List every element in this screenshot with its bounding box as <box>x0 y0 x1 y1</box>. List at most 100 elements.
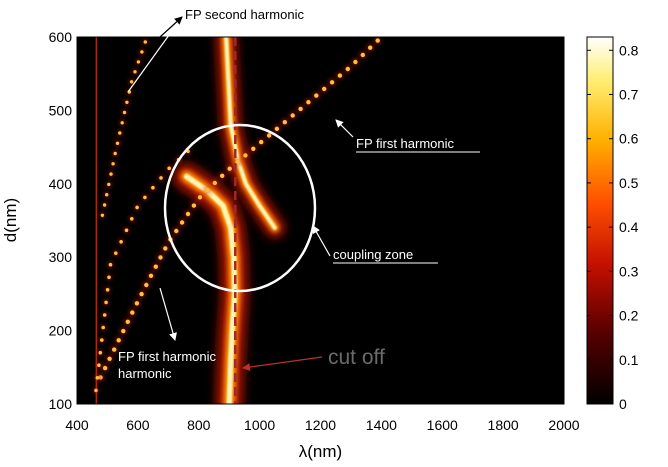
fp-first-harmonic-dot <box>251 146 256 151</box>
x-tick-label: 800 <box>187 417 211 433</box>
fp-first-harmonic-steep-dot <box>108 262 113 267</box>
fp-first-harmonic-dot <box>121 328 126 334</box>
fp-first-harmonic-dot <box>298 106 303 112</box>
x-tick-label: 600 <box>126 417 150 433</box>
fp-first-harmonic-dot <box>197 195 203 200</box>
fp-first-harmonic-dot <box>243 153 248 158</box>
fp-first-harmonic-steep-dot <box>101 325 105 330</box>
y-tick-label: 400 <box>49 176 73 192</box>
fp-first-harmonic-steep-dot <box>98 350 103 355</box>
fp-first-harmonic-dot <box>353 59 358 65</box>
fp-first-harmonic-steep-dot <box>130 217 134 221</box>
colorbar-tick-label: 0.6 <box>619 131 639 147</box>
fp-second-harmonic-dot <box>122 110 127 115</box>
colorbar-tick-label: 0.2 <box>619 308 639 324</box>
fp-first-harmonic-dot <box>259 139 264 145</box>
fp-first-harmonic-dot <box>212 180 217 186</box>
x-tick-label: 1800 <box>488 417 519 433</box>
annotation-arrow-fp-first-right <box>335 119 354 138</box>
fp-first-harmonic-steep-dot <box>94 388 98 393</box>
fp-second-harmonic-dot <box>100 213 105 217</box>
heatmap-layer <box>92 37 382 404</box>
fp-first-harmonic-steep-dot <box>159 176 163 180</box>
fp-first-harmonic-dot <box>174 228 179 234</box>
fp-first-harmonic-dot <box>179 220 185 225</box>
annotation-fp-first-harmonic-right: FP first harmonic <box>356 136 455 151</box>
fp-first-harmonic-dot <box>163 246 168 251</box>
fp-first-harmonic-dot <box>266 133 272 138</box>
plot-background <box>77 37 564 404</box>
fp-second-harmonic-dot <box>125 100 129 105</box>
fp-first-harmonic-dot <box>134 301 140 306</box>
fp-first-harmonic-dot <box>125 319 130 324</box>
colorbar-axis: 0 0.1 0.2 0.3 0.4 0.5 0.6 0.7 0.8 <box>587 42 639 412</box>
fp-first-harmonic-steep-dot <box>97 363 101 368</box>
annotation-arrow-fp-second-outside <box>159 16 183 38</box>
coupling-zone-circle <box>163 123 317 293</box>
annotation-coupling-zone: coupling zone <box>333 247 413 262</box>
fp-second-harmonic-dot <box>140 50 144 54</box>
colorbar-tick-label: 0.8 <box>619 42 639 58</box>
annotation-arrow-fp-second <box>127 16 183 93</box>
fp-first-harmonic-dot <box>314 93 319 98</box>
fp-second-harmonic-dot <box>129 80 134 84</box>
annotation-arrow-coupling <box>312 225 331 257</box>
x-tick-label: 1000 <box>244 417 275 433</box>
y-tick-label: 200 <box>49 323 73 339</box>
fp-first-harmonic-steep-dot <box>119 240 123 244</box>
annotation-fp-first-harmonic-left: FP first harmonic <box>118 349 217 364</box>
colorbar <box>586 36 614 405</box>
fp-first-harmonic-steep-dot <box>151 185 155 190</box>
colorbar-tick-label: 0.1 <box>619 352 639 368</box>
fp-first-harmonic-dot <box>337 73 343 78</box>
fp-second-harmonic-dot <box>113 151 117 156</box>
fp-first-harmonic-dot <box>148 273 154 278</box>
fp-second-harmonic-dot <box>133 70 137 74</box>
fp-first-harmonic-dot <box>144 282 149 288</box>
fp-first-harmonic-steep-dot <box>100 338 104 342</box>
colorbar-tick-label: 0 <box>619 396 627 412</box>
y-tick-label: 600 <box>49 29 73 45</box>
fp-first-harmonic-steep-dot <box>135 205 139 210</box>
fp-second-harmonic-dot <box>109 172 113 176</box>
y-axis-title: d(nm) <box>1 198 20 242</box>
x-tick-label: 1200 <box>305 417 336 433</box>
fp-first-harmonic-dot <box>153 264 158 269</box>
y-tick-label: 500 <box>49 102 73 118</box>
fp-first-harmonic-dot <box>306 100 311 105</box>
colorbar-tick-label: 0.5 <box>619 175 639 191</box>
annotation-cut-off: cut off <box>328 346 385 369</box>
fp-second-harmonic-dot <box>107 182 111 187</box>
fp-first-harmonic-dot <box>130 310 135 315</box>
fp-first-harmonic-dot <box>274 126 280 131</box>
fp-first-harmonic-dot <box>191 203 197 208</box>
x-axis-title: λ(nm) <box>299 442 342 461</box>
fp-second-harmonic-dot <box>111 162 115 166</box>
fp-first-harmonic-dot <box>116 338 121 343</box>
fp-first-harmonic-dot <box>282 120 287 125</box>
colorbar-tick-label: 0.4 <box>619 219 639 235</box>
fp-first-harmonic-steep-dot <box>104 300 108 305</box>
fp-first-harmonic-dot <box>360 52 365 58</box>
fp-second-harmonic-dot <box>143 40 147 44</box>
fp-first-harmonic-steep-dot <box>102 313 107 317</box>
fp-second-harmonic-dot <box>120 121 124 125</box>
annotation-fp-second-harmonic: FP second harmonic <box>185 7 304 22</box>
y-tick-label: 300 <box>49 249 73 265</box>
fp-first-harmonic-dot <box>102 365 108 371</box>
fp-first-harmonic-steep-dot <box>167 166 171 171</box>
x-tick-label: 1400 <box>366 417 397 433</box>
fp-first-harmonic-steep-dot <box>107 275 111 280</box>
fp-first-harmonic-steep-dot <box>95 376 100 380</box>
main-mode-lower-core <box>183 173 238 404</box>
fp-first-harmonic-dot <box>112 347 117 352</box>
fp-first-harmonic-steep-dot <box>114 251 118 255</box>
fp-second-harmonic-dot <box>118 131 122 135</box>
fp-first-harmonic-dot <box>345 66 350 72</box>
fp-first-harmonic-dot <box>368 45 373 50</box>
fp-first-harmonic-dot <box>322 86 327 92</box>
annotations: FP second harmonic FP first harmonic cou… <box>118 7 480 381</box>
fp-first-harmonic-steep-dot <box>105 288 110 292</box>
fp-first-harmonic-dot <box>107 356 112 361</box>
fp-first-harmonic-dot <box>158 255 163 260</box>
